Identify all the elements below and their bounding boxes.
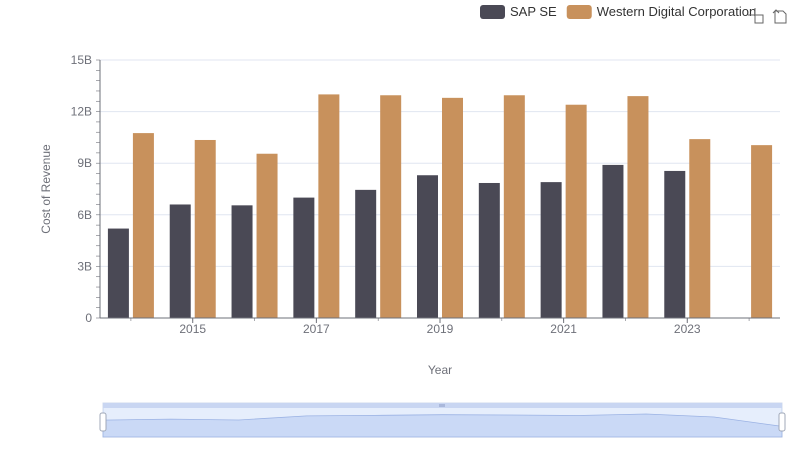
data-zoom-right-handle[interactable] xyxy=(778,412,786,432)
y-axis-title: Cost of Revenue xyxy=(39,144,53,234)
data-zoom-selected-range xyxy=(103,403,782,437)
bar-western-digital-2015[interactable] xyxy=(194,139,216,318)
x-tick-label: 2023 xyxy=(674,322,701,336)
zoom-icon[interactable] xyxy=(748,8,764,24)
y-tick-label: 12B xyxy=(71,105,92,119)
y-tick-label: 15B xyxy=(71,53,92,67)
x-tick-label: 2015 xyxy=(179,322,206,336)
x-tick-label: 2019 xyxy=(427,322,454,336)
x-axis: 2015 2017 2019 2021 2023 xyxy=(100,317,780,336)
bar-sap-se-2017[interactable] xyxy=(293,197,315,318)
bar-western-digital-2020[interactable] xyxy=(503,95,525,318)
bar-sap-se-2021[interactable] xyxy=(540,182,562,318)
bar-western-digital-2016[interactable] xyxy=(256,153,278,318)
legend-item-western-digital[interactable]: Western Digital Corporation xyxy=(566,4,756,19)
x-tick-label: 2021 xyxy=(550,322,577,336)
data-zoom-drag-icon[interactable] xyxy=(439,404,445,407)
y-tick-label: 6B xyxy=(77,208,92,222)
bar-western-digital-2023[interactable] xyxy=(689,139,711,318)
bar-sap-se-2022[interactable] xyxy=(602,164,624,318)
bar-sap-se-2014[interactable] xyxy=(107,228,129,318)
legend-swatch xyxy=(566,5,592,19)
legend-item-sap-se[interactable]: SAP SE xyxy=(480,4,557,19)
restore-icon[interactable] xyxy=(772,9,787,24)
legend-label: Western Digital Corporation xyxy=(597,4,756,19)
data-zoom-left-handle[interactable] xyxy=(99,412,107,432)
bars xyxy=(107,94,773,319)
data-zoom-slider[interactable] xyxy=(99,402,786,438)
x-tick-label: 2017 xyxy=(303,322,330,336)
data-zoom-preview xyxy=(102,413,783,438)
bar-sap-se-2015[interactable] xyxy=(169,204,191,318)
y-tick-label: 0 xyxy=(85,311,92,325)
bar-sap-se-2020[interactable] xyxy=(478,182,500,318)
bar-western-digital-2014[interactable] xyxy=(132,133,154,318)
legend: SAP SE Western Digital Corporation xyxy=(480,4,756,19)
x-axis-title: Year xyxy=(428,363,452,377)
bar-sap-se-2019[interactable] xyxy=(417,175,438,318)
bar-sap-se-2018[interactable] xyxy=(355,189,377,318)
bar-sap-se-2023[interactable] xyxy=(664,170,686,318)
bar-western-digital-2017[interactable] xyxy=(318,94,340,319)
bar-western-digital-2022[interactable] xyxy=(627,96,649,319)
legend-label: SAP SE xyxy=(510,4,557,19)
bar-western-digital-2021[interactable] xyxy=(565,104,587,318)
y-axis: 0 3B 6B 9B 12B 15B xyxy=(71,53,101,325)
bar-western-digital-2018[interactable] xyxy=(380,95,402,318)
bar-western-digital-2019[interactable] xyxy=(442,97,463,318)
y-tick-label: 9B xyxy=(77,156,92,170)
y-tick-label: 3B xyxy=(77,259,92,273)
bar-sap-se-2016[interactable] xyxy=(231,205,253,318)
bar-western-digital-2024[interactable] xyxy=(751,145,773,318)
legend-swatch xyxy=(480,5,505,19)
